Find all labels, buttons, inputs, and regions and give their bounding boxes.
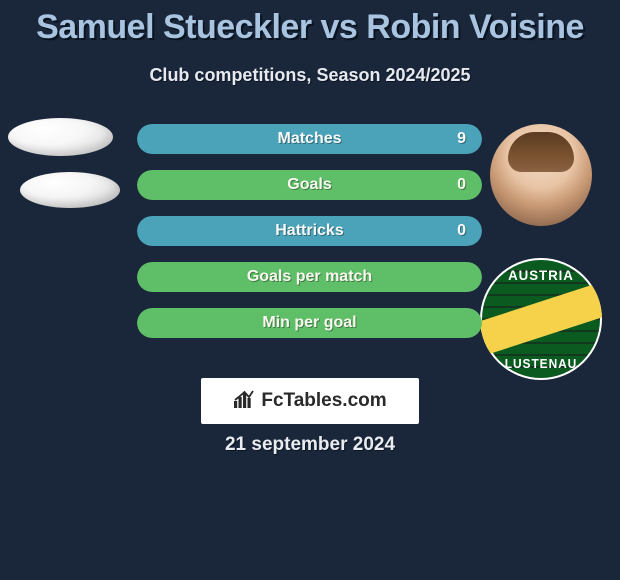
club-badge-inner: AUSTRIA LUSTENAU (482, 260, 600, 378)
stat-row: Min per goal (137, 308, 482, 338)
stats-list: Matches9Goals0Hattricks0Goals per matchM… (137, 124, 482, 354)
stat-label: Hattricks (137, 216, 482, 246)
club-right-badge: AUSTRIA LUSTENAU (480, 258, 602, 380)
stat-label: Goals per match (137, 262, 482, 292)
stat-row: Matches9 (137, 124, 482, 154)
date-label: 21 september 2024 (0, 434, 620, 456)
comparison-card: Samuel Stueckler vs Robin Voisine Club c… (0, 0, 620, 580)
stat-row: Goals per match (137, 262, 482, 292)
branding-badge: FcTables.com (201, 378, 419, 424)
player-right-avatar (490, 124, 592, 226)
stat-row: Hattricks0 (137, 216, 482, 246)
stat-label: Min per goal (137, 308, 482, 338)
stat-value-right: 0 (457, 216, 466, 246)
player-left-avatar-placeholder-1 (8, 118, 113, 156)
page-subtitle: Club competitions, Season 2024/2025 (0, 65, 620, 86)
player-left-avatar-placeholder-2 (20, 172, 120, 208)
club-badge-stripe (480, 275, 602, 363)
club-badge-text-top: AUSTRIA (485, 267, 597, 283)
stat-value-right: 0 (457, 170, 466, 200)
stat-label: Goals (137, 170, 482, 200)
page-title: Samuel Stueckler vs Robin Voisine (0, 8, 620, 47)
club-badge-text-bottom: LUSTENAU (487, 356, 596, 371)
stat-label: Matches (137, 124, 482, 154)
stat-value-right: 9 (457, 124, 466, 154)
stat-row: Goals0 (137, 170, 482, 200)
branding-text: FcTables.com (261, 390, 386, 412)
chart-icon (233, 389, 255, 414)
